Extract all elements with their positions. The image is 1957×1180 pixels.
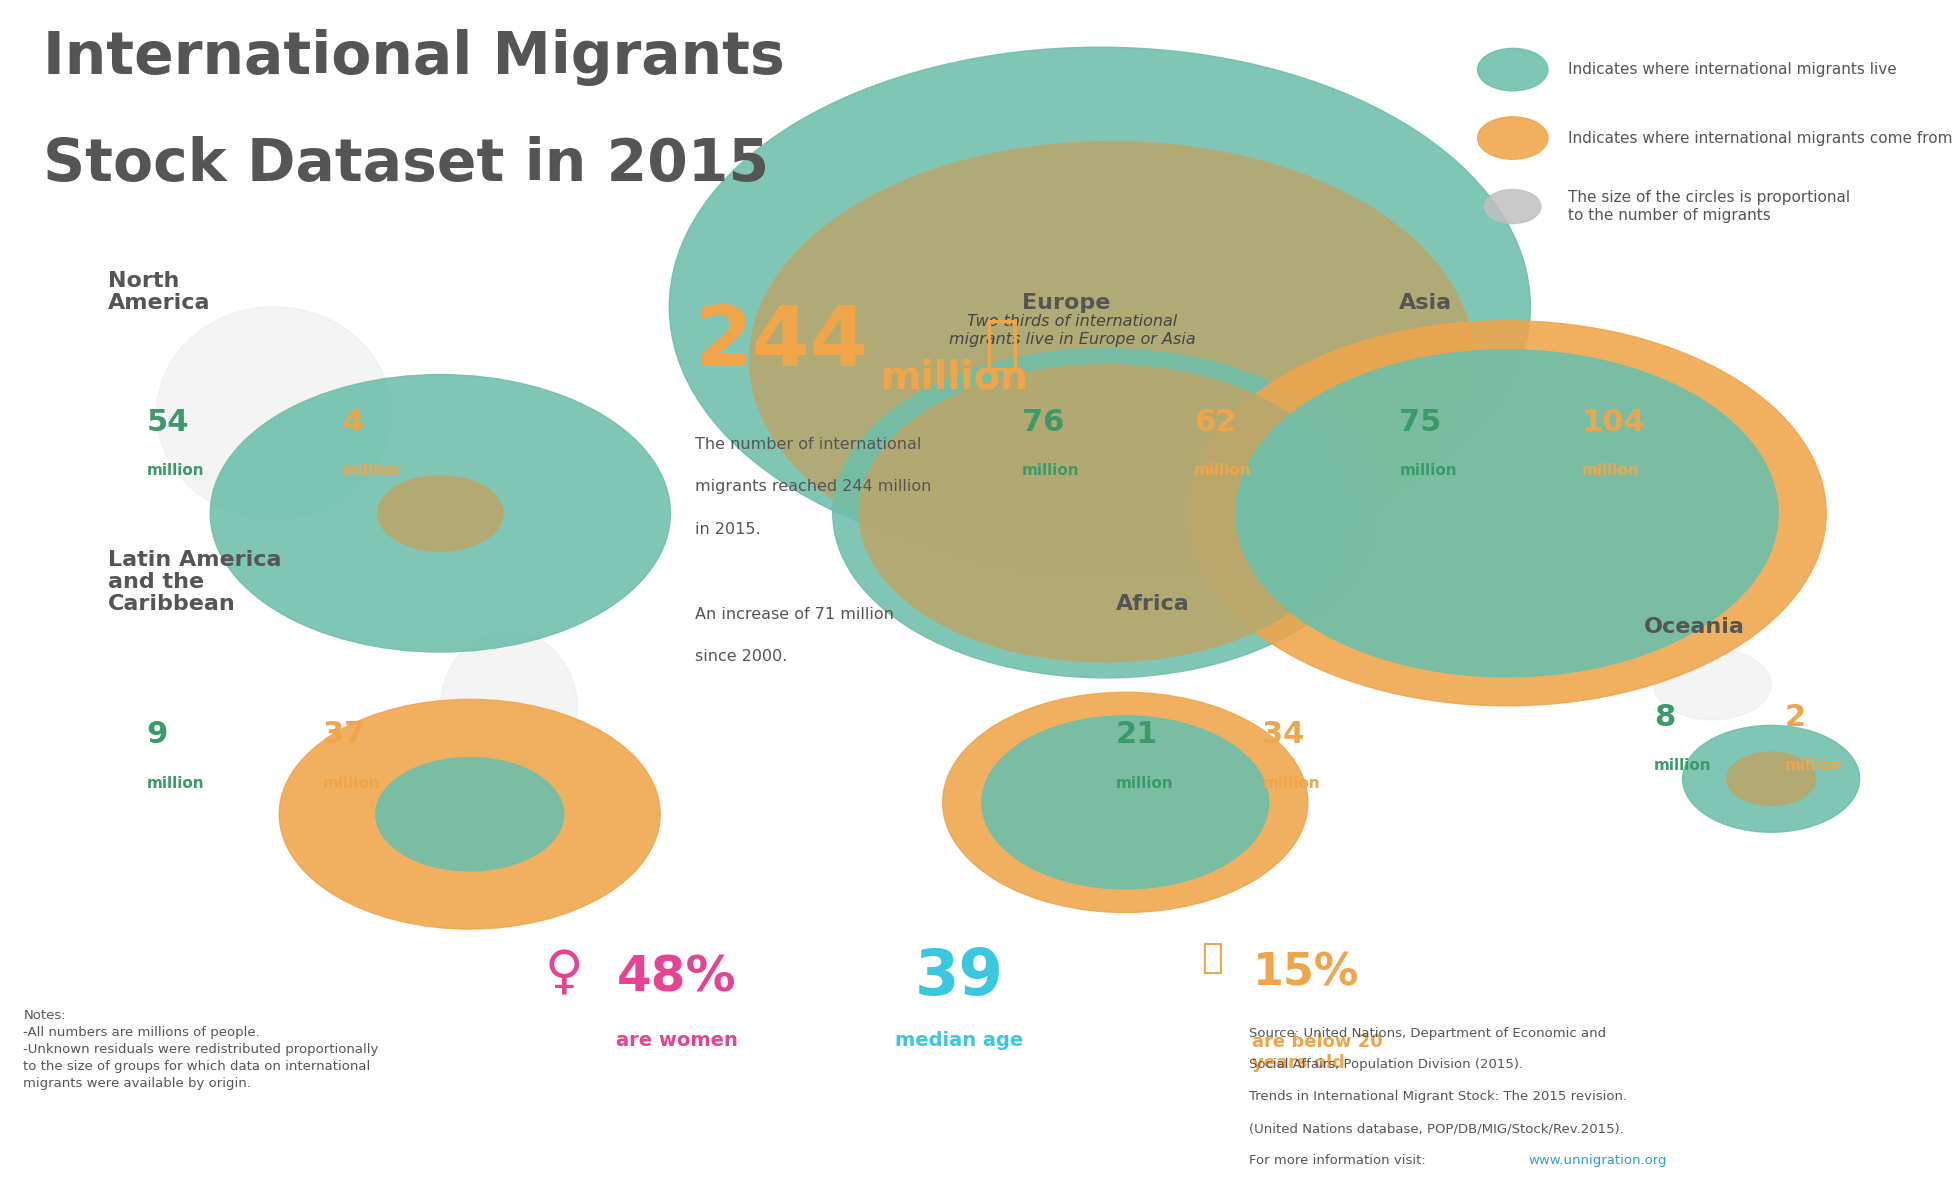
Text: Indicates where international migrants live: Indicates where international migrants l…: [1568, 63, 1896, 77]
Text: 75: 75: [1399, 407, 1442, 437]
Text: million: million: [1399, 463, 1456, 478]
Circle shape: [1188, 321, 1826, 706]
Circle shape: [376, 758, 564, 871]
Text: Latin America
and the
Caribbean: Latin America and the Caribbean: [108, 550, 282, 614]
Circle shape: [1478, 117, 1548, 159]
Ellipse shape: [1184, 295, 1478, 460]
Text: 9: 9: [147, 720, 168, 749]
Text: are below 20
years old: are below 20 years old: [1252, 1034, 1384, 1071]
Text: million: million: [323, 775, 380, 791]
Text: Indicates where international migrants come from: Indicates where international migrants c…: [1568, 131, 1951, 145]
Ellipse shape: [949, 277, 1086, 384]
Text: million: million: [1115, 775, 1172, 791]
Text: 37: 37: [323, 720, 366, 749]
Text: 🚶: 🚶: [984, 316, 1020, 373]
Text: (United Nations database, POP/DB/MIG/Stock/Rev.2015).: (United Nations database, POP/DB/MIG/Sto…: [1249, 1122, 1624, 1135]
Circle shape: [1478, 48, 1548, 91]
Text: 62: 62: [1194, 407, 1237, 437]
Text: 34: 34: [1262, 720, 1305, 749]
Circle shape: [280, 700, 660, 929]
Text: since 2000.: since 2000.: [695, 649, 787, 664]
Ellipse shape: [157, 307, 391, 519]
Text: The number of international: The number of international: [695, 437, 922, 452]
Text: North
America: North America: [108, 271, 209, 313]
Text: migrants reached 244 million: migrants reached 244 million: [695, 479, 932, 494]
Text: median age: median age: [894, 1031, 1024, 1050]
Text: 48%: 48%: [616, 953, 736, 1001]
Circle shape: [750, 142, 1474, 578]
Text: million: million: [1194, 463, 1251, 478]
Circle shape: [378, 476, 503, 551]
Text: 🚶: 🚶: [1202, 942, 1223, 975]
Text: are women: are women: [616, 1031, 738, 1050]
Text: International Migrants: International Migrants: [43, 30, 785, 86]
Text: Social Affairs, Population Division (2015).: Social Affairs, Population Division (201…: [1249, 1058, 1523, 1071]
Text: million: million: [881, 359, 1029, 396]
Circle shape: [943, 693, 1307, 912]
Text: Trends in International Migrant Stock: The 2015 revision.: Trends in International Migrant Stock: T…: [1249, 1090, 1626, 1103]
Text: www.unnigration.org: www.unnigration.org: [1528, 1154, 1667, 1167]
Text: Stock Dataset in 2015: Stock Dataset in 2015: [43, 136, 769, 192]
Ellipse shape: [440, 631, 577, 785]
Circle shape: [834, 349, 1378, 677]
Circle shape: [1683, 726, 1859, 832]
Text: 2: 2: [1785, 702, 1806, 732]
Circle shape: [1235, 349, 1779, 677]
Text: 54: 54: [147, 407, 190, 437]
Ellipse shape: [1654, 649, 1771, 720]
Text: Two thirds of international
migrants live in Europe or Asia: Two thirds of international migrants liv…: [949, 314, 1196, 347]
Text: 15%: 15%: [1252, 952, 1358, 995]
Text: in 2015.: in 2015.: [695, 522, 761, 537]
Text: 76: 76: [1022, 407, 1065, 437]
Text: 244: 244: [695, 302, 869, 382]
Text: For more information visit:: For more information visit:: [1249, 1154, 1429, 1167]
Text: Asia: Asia: [1399, 293, 1452, 313]
Circle shape: [982, 716, 1268, 889]
Text: million: million: [342, 463, 399, 478]
Text: million: million: [1022, 463, 1078, 478]
Circle shape: [1726, 752, 1816, 806]
Text: million: million: [1785, 758, 1842, 773]
Text: 21: 21: [1115, 720, 1159, 749]
Circle shape: [859, 365, 1352, 662]
Text: million: million: [147, 463, 204, 478]
Text: 8: 8: [1654, 702, 1675, 732]
Text: An increase of 71 million: An increase of 71 million: [695, 607, 894, 622]
Text: million: million: [1262, 775, 1319, 791]
Text: million: million: [147, 775, 204, 791]
Text: Africa: Africa: [1115, 594, 1190, 614]
Text: 39: 39: [914, 946, 1004, 1008]
Circle shape: [1485, 190, 1540, 223]
Circle shape: [669, 47, 1530, 566]
Text: The size of the circles is proportional
to the number of migrants: The size of the circles is proportional …: [1568, 190, 1849, 223]
Ellipse shape: [949, 496, 1086, 637]
Text: Notes:
-All numbers are millions of people.
-Unknown residuals were redistribute: Notes: -All numbers are millions of peop…: [23, 1009, 380, 1090]
Text: Oceania: Oceania: [1644, 617, 1746, 637]
Text: Source: United Nations, Department of Economic and: Source: United Nations, Department of Ec…: [1249, 1027, 1605, 1040]
Text: million: million: [1654, 758, 1710, 773]
Circle shape: [209, 374, 671, 653]
Text: 104: 104: [1581, 407, 1646, 437]
Text: ♀: ♀: [544, 948, 583, 999]
Text: Europe: Europe: [1022, 293, 1110, 313]
Text: million: million: [1581, 463, 1638, 478]
Text: 4: 4: [342, 407, 364, 437]
